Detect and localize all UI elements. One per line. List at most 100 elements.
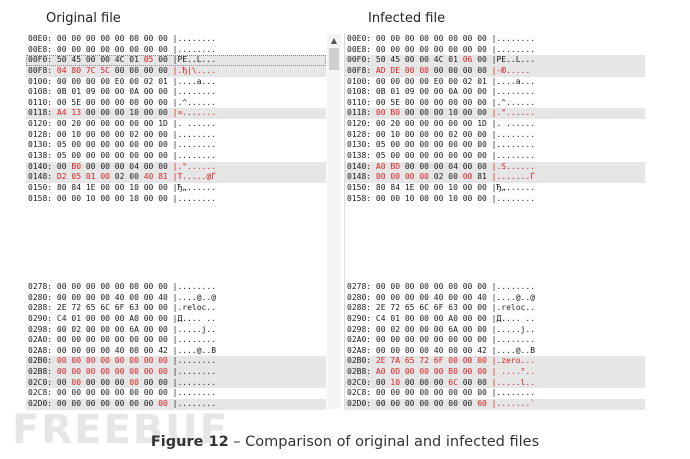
hex-address: 0288: <box>28 303 57 313</box>
hex-byte: 00 <box>56 324 67 334</box>
hex-byte: 00 <box>404 335 415 345</box>
hex-byte: 40 <box>114 292 125 302</box>
hex-byte: 00 <box>100 119 110 129</box>
hex-byte: 00 <box>404 399 415 409</box>
hex-byte: 00 <box>143 324 154 334</box>
hex-byte: 00 <box>129 345 139 355</box>
hex-ascii: |........ <box>172 282 217 291</box>
hex-address: 00E8: <box>347 44 376 54</box>
hex-row: 0290: C4 01 00 00 00 A0 00 00 |Д.... .. <box>345 314 645 325</box>
hex-address: 0108: <box>28 87 57 97</box>
hex-ascii: |.reloc.. <box>491 303 536 313</box>
hex-byte: 01 <box>448 55 458 65</box>
hex-byte: 00 <box>114 193 125 203</box>
hex-byte: 00 <box>158 399 168 409</box>
hex-byte: 00 <box>419 324 429 334</box>
hex-byte: 00 <box>404 151 415 161</box>
hex-byte: 00 <box>390 193 401 203</box>
scroll-thumb[interactable] <box>329 48 339 70</box>
hex-row: 02C0: 00 10 00 00 00 6C 00 00 |.....l.. <box>345 377 645 389</box>
hex-byte: 00 <box>56 161 67 171</box>
hex-byte: A0 <box>448 313 458 323</box>
hex-byte: 81 <box>158 172 168 182</box>
hex-byte: 00 <box>462 151 473 161</box>
hex-byte: 00 <box>85 356 96 366</box>
hex-byte: 00 <box>143 34 154 43</box>
hex-ascii: |........ <box>172 151 217 161</box>
hex-byte: 00 <box>158 108 168 118</box>
hex-byte: 1D <box>477 119 487 129</box>
hex-byte: 00 <box>56 44 67 54</box>
hex-byte: 00 <box>114 182 125 192</box>
hex-byte: 00 <box>114 87 125 97</box>
hex-byte: 00 <box>375 399 386 409</box>
hex-address: 0118: <box>347 108 376 118</box>
hex-byte: 00 <box>114 367 125 377</box>
hex-byte: 00 <box>85 161 96 171</box>
hex-byte: 80 <box>71 65 82 75</box>
hex-ascii: |........ <box>491 34 536 43</box>
hex-row: 0148: 00 00 00 00 02 00 00 81 |.......Ѓ <box>345 172 645 183</box>
hex-address: 0138: <box>347 151 376 161</box>
scroll-up-icon[interactable]: ▲ <box>330 36 338 45</box>
hex-byte: 00 <box>114 313 125 323</box>
hex-address: 00F8: <box>28 65 57 75</box>
hex-byte: 00 <box>433 97 444 107</box>
hex-byte: 00 <box>143 367 154 377</box>
hex-byte: 00 <box>448 172 458 182</box>
hex-byte: 00 <box>158 182 168 192</box>
hex-byte: 00 <box>85 140 96 150</box>
hex-byte: 00 <box>477 388 487 398</box>
hex-byte: 40 <box>143 172 154 182</box>
hex-byte: 6F <box>433 356 444 366</box>
hex-byte: 00 <box>448 282 458 291</box>
hex-byte: B0 <box>71 161 82 171</box>
hex-byte: 10 <box>404 193 415 203</box>
hex-byte: 00 <box>433 108 444 118</box>
hex-byte: 00 <box>100 97 110 107</box>
hex-row: 0100: 00 00 00 00 E0 00 02 01 |....a... <box>345 77 645 88</box>
hex-byte: 00 <box>158 377 168 387</box>
hex-byte: 10 <box>390 129 401 139</box>
hex-byte: 00 <box>419 182 429 192</box>
hex-byte: 00 <box>71 335 82 345</box>
hex-byte: 02 <box>448 129 458 139</box>
hex-row: 0130: 05 00 00 00 00 00 00 00 |........ <box>26 140 326 151</box>
hex-byte: 00 <box>462 97 473 107</box>
hex-byte: 00 <box>390 292 401 302</box>
hex-byte: 00 <box>56 76 67 86</box>
hex-row: 0298: 00 02 00 00 00 6A 00 00 |.....j.. <box>26 325 326 336</box>
hex-byte: 00 <box>433 388 444 398</box>
hex-byte: 00 <box>143 182 154 192</box>
hex-row: 00E8: 00 00 00 00 00 00 00 00 |........ <box>26 45 326 56</box>
hex-byte: A0 <box>375 161 386 171</box>
hex-row: 0138: 05 00 00 00 00 00 00 00 |........ <box>345 151 645 162</box>
hex-ascii: |PE..L... <box>172 55 217 65</box>
hex-byte: C4 <box>56 313 67 323</box>
hex-byte: 00 <box>404 76 415 86</box>
hex-address: 02C0: <box>28 377 57 387</box>
hex-row: 02A8: 00 00 00 00 40 00 00 42 |....@..B <box>345 346 645 357</box>
hex-address: 02A0: <box>347 335 376 345</box>
vertical-scrollbar[interactable] <box>327 34 341 409</box>
hex-byte: 00 <box>100 172 110 182</box>
hex-byte: 00 <box>433 367 444 377</box>
hex-byte: 01 <box>71 87 82 97</box>
hex-byte: 00 <box>114 377 125 387</box>
hex-byte: 42 <box>477 345 487 355</box>
hex-byte: 00 <box>85 76 96 86</box>
hex-byte: 00 <box>85 108 96 118</box>
hex-byte: 00 <box>143 377 154 387</box>
hex-address: 02B0: <box>347 356 376 366</box>
hex-byte: 00 <box>85 97 96 107</box>
hex-byte: 00 <box>158 303 168 313</box>
hex-byte: 00 <box>129 399 139 409</box>
hex-byte: 00 <box>129 65 139 75</box>
hex-byte: 00 <box>158 55 168 65</box>
hex-byte: 00 <box>100 87 110 97</box>
hex-address: 02B8: <box>347 367 376 377</box>
hex-byte: 00 <box>100 76 110 86</box>
hex-ascii: |........ <box>491 193 536 203</box>
hex-ascii: |.Ђ|\.... <box>172 65 217 75</box>
hex-byte: 00 <box>419 193 429 203</box>
